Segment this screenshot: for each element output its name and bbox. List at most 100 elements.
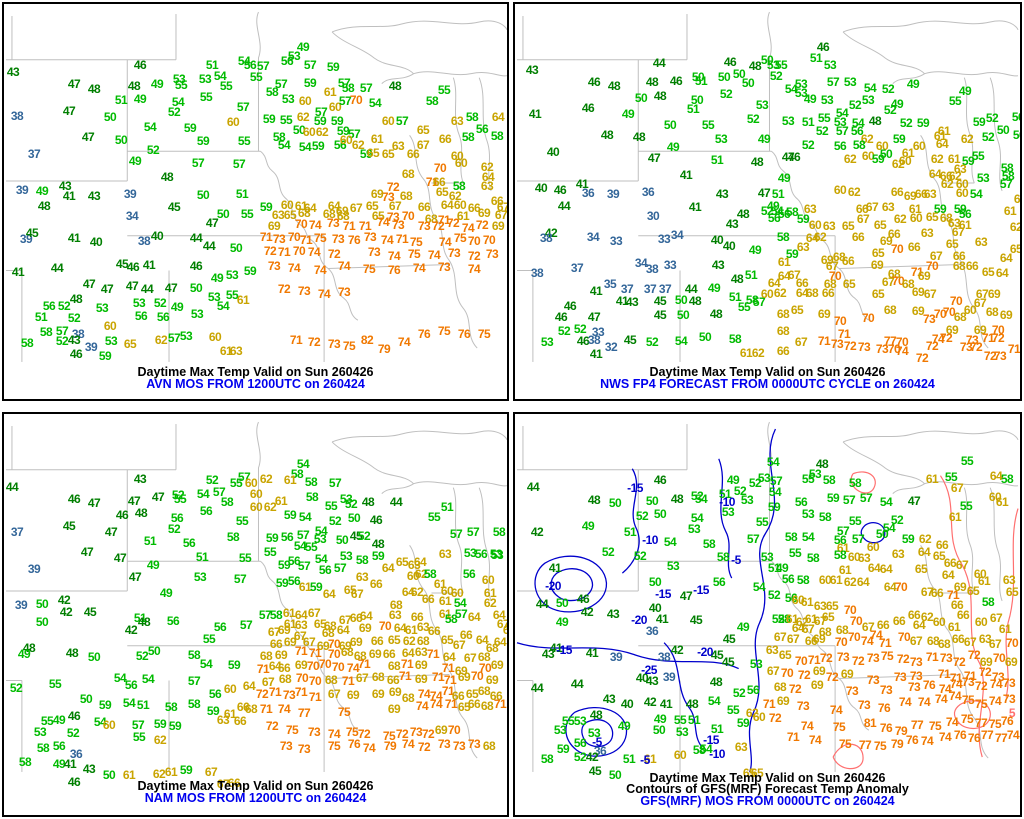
station-max-temp: 65 bbox=[945, 237, 959, 251]
station-max-temp: 54 bbox=[143, 120, 157, 134]
station-max-temp: 52 bbox=[881, 82, 895, 96]
station-max-temp: 68 bbox=[926, 634, 940, 648]
station-max-temp: 53 bbox=[740, 493, 754, 507]
station-max-temp: 49 bbox=[958, 84, 972, 98]
station-max-temp: 67 bbox=[975, 287, 989, 301]
station-max-temp: 46 bbox=[133, 58, 147, 72]
station-max-temp: 51 bbox=[710, 722, 724, 736]
station-max-temp: 57 bbox=[836, 524, 850, 538]
station-max-temp: 67 bbox=[881, 275, 895, 289]
station-max-temp: 59 bbox=[933, 202, 947, 216]
station-max-temp: 66 bbox=[432, 175, 446, 189]
station-max-temp: 68 bbox=[389, 598, 403, 612]
station-max-temp: 47 bbox=[100, 282, 114, 296]
station-max-temp: 51 bbox=[694, 74, 708, 88]
station-max-temp: 75 bbox=[362, 262, 376, 276]
station-max-temp: 58 bbox=[290, 467, 304, 481]
station-max-temp: 60 bbox=[988, 490, 1002, 504]
station-max-temp: 49 bbox=[128, 154, 142, 168]
station-max-temp: 74 bbox=[938, 730, 952, 744]
station-max-temp: 61 bbox=[643, 752, 657, 766]
station-max-temp: 56 bbox=[170, 511, 184, 525]
station-max-temp: 54 bbox=[277, 138, 291, 152]
station-max-temp: 68 bbox=[416, 634, 430, 648]
station-max-temp: 52 bbox=[769, 69, 783, 83]
station-max-temp: 66 bbox=[907, 608, 921, 622]
contour-label: -20 bbox=[545, 579, 561, 593]
station-max-temp: 68 bbox=[244, 702, 258, 716]
station-max-temp: 62 bbox=[1009, 220, 1022, 234]
station-max-temp: 67 bbox=[766, 664, 780, 678]
station-max-temp: 71 bbox=[817, 334, 831, 348]
station-max-temp: 52 bbox=[9, 681, 23, 695]
station-max-temp: 62 bbox=[893, 212, 907, 226]
station-max-temp: 40 bbox=[620, 697, 634, 711]
station-max-temp: 72 bbox=[843, 339, 857, 353]
station-max-temp: 38 bbox=[137, 234, 151, 248]
station-max-temp: 54 bbox=[707, 694, 721, 708]
station-max-temp: 52 bbox=[733, 484, 747, 498]
station-max-temp: 67 bbox=[801, 622, 815, 636]
station-max-temp: 49 bbox=[766, 199, 780, 213]
station-max-temp: 41 bbox=[549, 641, 563, 655]
temp-anomaly-contour-positive bbox=[832, 743, 864, 770]
station-max-temp: 36 bbox=[641, 185, 655, 199]
station-max-temp: 44 bbox=[684, 282, 698, 296]
station-max-temp: 68 bbox=[985, 305, 999, 319]
station-max-temp: 62 bbox=[847, 185, 861, 199]
station-max-temp: 50 bbox=[335, 533, 349, 547]
station-max-temp: 53 bbox=[749, 657, 763, 671]
station-max-temp: 65 bbox=[365, 199, 379, 213]
station-max-temp: 66 bbox=[467, 201, 481, 215]
station-max-temp: 73 bbox=[907, 680, 921, 694]
station-max-temp: 48 bbox=[160, 170, 174, 184]
station-max-temp: 63 bbox=[857, 551, 871, 565]
station-max-temp: 43 bbox=[87, 189, 101, 203]
station-max-temp: 41 bbox=[142, 258, 156, 272]
station-max-temp: 62 bbox=[745, 706, 759, 720]
station-max-temp: 74 bbox=[1006, 728, 1020, 742]
station-max-temp: 48 bbox=[587, 493, 601, 507]
station-max-temp: 66 bbox=[855, 202, 869, 216]
station-max-temp: 74 bbox=[397, 335, 411, 349]
station-max-temp: 72 bbox=[307, 335, 321, 349]
station-max-temp: 67 bbox=[923, 287, 937, 301]
station-max-temp: 70 bbox=[292, 244, 306, 258]
station-max-temp: 41 bbox=[67, 231, 81, 245]
station-max-temp: 42 bbox=[544, 226, 558, 240]
station-max-temp: 79 bbox=[894, 724, 908, 738]
station-max-temp: 58 bbox=[444, 612, 458, 626]
station-max-temp: 60 bbox=[973, 567, 987, 581]
station-max-temp: 53 bbox=[833, 115, 847, 129]
station-max-temp: 37 bbox=[643, 282, 657, 296]
station-max-temp: 67 bbox=[349, 201, 363, 215]
station-max-temp: 55 bbox=[788, 546, 802, 560]
station-max-temp: 67 bbox=[973, 296, 987, 310]
station-max-temp: 61 bbox=[937, 124, 951, 138]
station-max-temp: 75 bbox=[327, 739, 341, 753]
station-max-temp: 39 bbox=[606, 187, 620, 201]
station-max-temp: 77 bbox=[980, 728, 994, 742]
station-max-temp: 71 bbox=[443, 673, 457, 687]
station-max-temp: 74 bbox=[808, 733, 822, 747]
station-max-temp: 68 bbox=[322, 207, 336, 221]
station-max-temp: 63 bbox=[355, 570, 369, 584]
map-area bbox=[4, 414, 507, 815]
state-outline-map bbox=[5, 11, 507, 362]
station-max-temp: 55 bbox=[237, 134, 251, 148]
station-max-temp: 60 bbox=[406, 569, 420, 583]
station-max-temp: 66 bbox=[277, 661, 291, 675]
station-max-temp: 53 bbox=[193, 570, 207, 584]
station-max-temp: 51 bbox=[440, 500, 454, 514]
station-max-temp: 57 bbox=[296, 528, 310, 542]
station-max-temp: 56 bbox=[767, 211, 781, 225]
station-max-temp: 73 bbox=[922, 312, 936, 326]
station-max-temp: 67 bbox=[786, 632, 800, 646]
station-max-temp: 71 bbox=[1007, 342, 1021, 356]
station-max-temp: 66 bbox=[821, 286, 835, 300]
station-max-temp: 71 bbox=[289, 333, 303, 347]
station-max-temp: 61 bbox=[739, 346, 753, 360]
station-max-temp: 58 bbox=[304, 475, 318, 489]
station-max-temp: 69 bbox=[917, 269, 931, 283]
station-max-temp: 62 bbox=[960, 132, 974, 146]
